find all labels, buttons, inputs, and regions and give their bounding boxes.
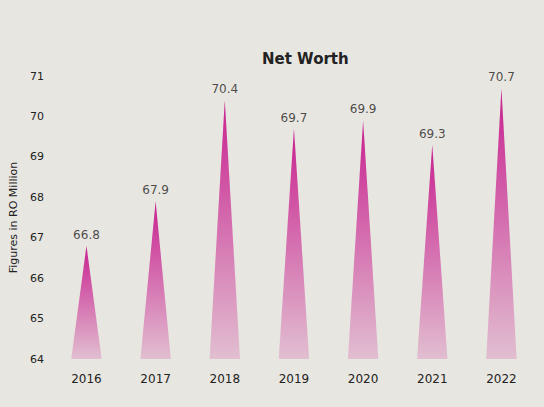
svg-text:68: 68: [30, 191, 44, 204]
svg-text:2021: 2021: [417, 372, 448, 386]
svg-text:2020: 2020: [348, 372, 379, 386]
svg-text:67.9: 67.9: [142, 183, 169, 197]
svg-text:69.3: 69.3: [419, 127, 446, 141]
svg-text:2016: 2016: [71, 372, 102, 386]
svg-text:66: 66: [30, 272, 44, 285]
svg-text:69.7: 69.7: [281, 111, 308, 125]
svg-text:67: 67: [30, 231, 44, 244]
svg-text:65: 65: [30, 312, 44, 325]
svg-text:Figures in RO Million: Figures in RO Million: [7, 162, 20, 274]
svg-text:64: 64: [30, 353, 44, 366]
svg-text:69.9: 69.9: [350, 102, 377, 116]
svg-text:2022: 2022: [486, 372, 517, 386]
svg-text:Net Worth: Net Worth: [262, 50, 349, 68]
svg-text:2019: 2019: [279, 372, 310, 386]
svg-text:2017: 2017: [140, 372, 171, 386]
svg-text:71: 71: [30, 70, 44, 83]
svg-text:69: 69: [30, 150, 44, 163]
svg-text:2018: 2018: [210, 372, 241, 386]
svg-text:70.4: 70.4: [211, 82, 238, 96]
svg-text:70: 70: [30, 110, 44, 123]
svg-text:70.7: 70.7: [488, 70, 515, 84]
svg-text:66.8: 66.8: [73, 228, 100, 242]
